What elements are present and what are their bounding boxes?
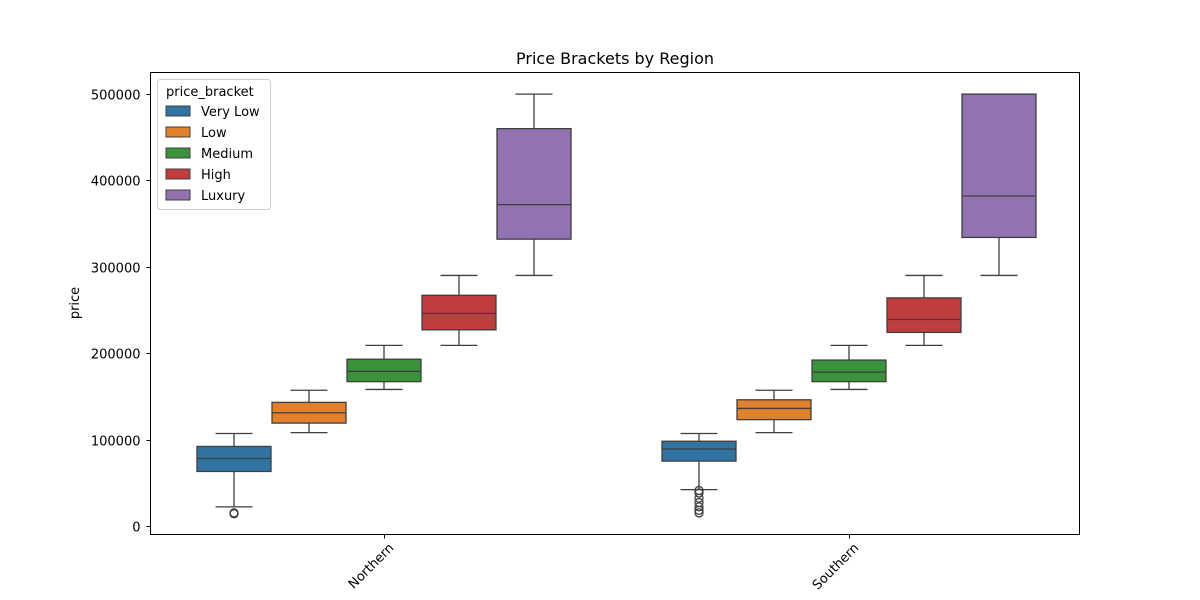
legend-entry-label: Luxury <box>201 189 246 204</box>
y-tick-label: 300000 <box>91 262 141 277</box>
axes-frame <box>150 72 1080 535</box>
box-body <box>811 359 887 383</box>
y-tick-label: 500000 <box>91 89 141 104</box>
box-body <box>421 294 497 331</box>
legend: price_bracket Very Low Low Medium High Luxur… <box>157 79 271 210</box>
plot-area <box>196 93 1037 519</box>
box-medium-southern <box>811 344 887 391</box>
y-tick-label: 200000 <box>91 348 141 363</box>
legend-entry-label: High <box>201 168 231 183</box>
box-body <box>886 297 962 334</box>
box-body <box>661 440 737 462</box>
outlier-point <box>694 488 704 498</box>
x-tick-label: Southern <box>810 541 862 593</box>
y-axis-label: price <box>68 287 83 319</box>
box-body <box>736 399 812 421</box>
legend-swatch <box>165 168 191 180</box>
y-tick-label: 400000 <box>91 175 141 190</box>
legend-swatch <box>165 189 191 201</box>
box-body <box>961 93 1037 239</box>
y-axis: 0 100000 200000 300000 400000 500000 <box>91 89 151 536</box>
box-low-southern <box>736 389 812 434</box>
outlier-point <box>229 509 239 519</box>
box-very-low-northern <box>196 432 272 519</box>
box-very-low-southern <box>661 432 737 518</box>
legend-swatch <box>165 126 191 138</box>
y-tick-label: 100000 <box>91 435 141 450</box>
legend-swatch <box>165 147 191 159</box>
box-medium-northern <box>346 344 422 391</box>
x-tick-label: Northern <box>346 541 397 592</box>
y-tick-label: 0 <box>132 521 140 536</box>
legend-swatch <box>165 105 191 117</box>
box-luxury-northern <box>496 93 572 277</box>
box-high-northern <box>421 274 497 347</box>
box-body <box>346 358 422 383</box>
legend-title: price_bracket <box>166 85 254 100</box>
box-body <box>496 127 572 240</box>
legend-entry-label: Medium <box>201 147 253 162</box>
chart-title: Price Brackets by Region <box>516 49 714 68</box>
legend-entry-label: Very Low <box>201 105 260 120</box>
x-axis: Northern Southern <box>346 534 862 593</box>
box-luxury-southern <box>961 93 1037 277</box>
legend-entries: Very Low Low Medium High Luxury <box>165 105 260 204</box>
outlier-point <box>694 502 704 512</box>
outlier-point <box>694 508 704 518</box>
legend-entry-label: Low <box>201 126 227 141</box>
box-high-southern <box>886 274 962 347</box>
outlier-point <box>694 505 704 515</box>
box-low-northern <box>271 389 347 434</box>
